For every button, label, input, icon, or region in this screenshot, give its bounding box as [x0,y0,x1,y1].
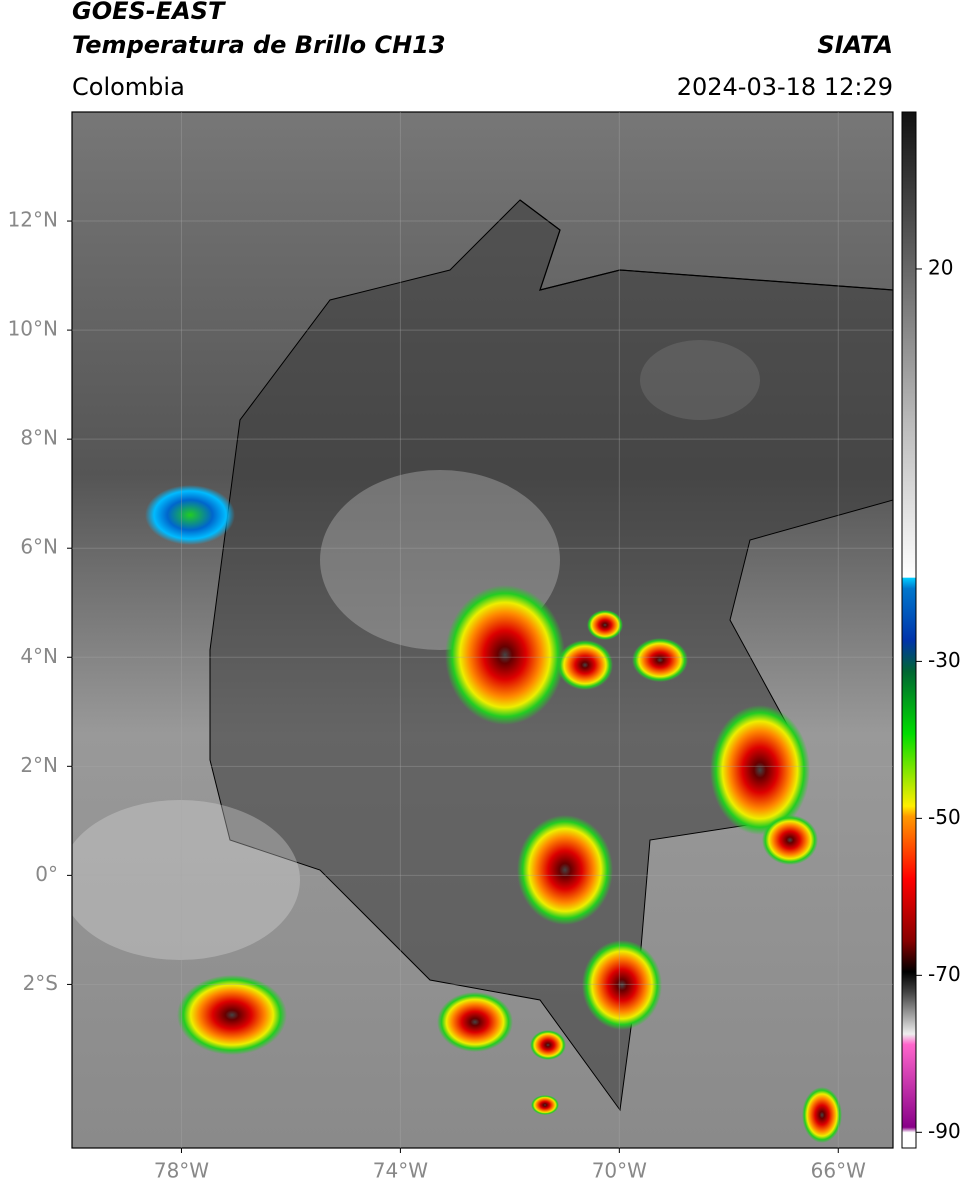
convection [145,485,842,1143]
region: Colombia [72,73,185,101]
y-tick-label: 0° [35,862,58,886]
colorbar-tick-label: 20 [928,255,953,279]
y-tick-label: 6°N [20,535,58,559]
cloud [640,340,760,420]
y-tick-label: 8°N [20,426,58,450]
x-tick-label: 78°W [154,1159,209,1183]
cloud [72,800,300,960]
imagery [72,112,893,1148]
cloud-cell [445,585,565,725]
cloud-cell [557,640,613,690]
cloud-cell [530,1030,566,1060]
y-tick-label: 2°N [20,753,58,777]
source: SIATA [817,31,893,59]
y-tick-label: 10°N [8,317,58,341]
cloud-cell [582,940,662,1030]
colorbar-tick-label: -90 [928,1119,961,1143]
timestamp: 2024-03-18 12:29 [677,73,893,101]
x-tick-label: 70°W [592,1159,647,1183]
cloud-cell [710,705,810,835]
cloud-cell [762,815,818,865]
colorbar [901,111,917,1149]
colorbar-tick-label: -50 [928,805,961,829]
x-tick-label: 74°W [373,1159,428,1183]
map-frame [71,111,894,1149]
x-tick-label: 66°W [811,1159,866,1183]
coastline [519,199,893,291]
cloud-cell [437,992,513,1052]
y-tick-label: 4°N [20,644,58,668]
colorbar-tick-label: -30 [928,648,961,672]
subtitle: Temperatura de Brillo CH13 [72,31,446,59]
colorbar-tick-label: -70 [928,962,961,986]
cloud-cell [177,975,287,1055]
cloud-cell [145,485,235,545]
cloud-cell [517,815,613,925]
title: GOES-EAST [72,0,226,25]
cloud-cell [802,1087,842,1143]
cloud-cell [587,610,623,640]
y-tick-label: 2°S [23,971,58,995]
y-tick-label: 12°N [8,208,58,232]
cloud-cell [531,1095,559,1115]
cloud-cell [632,638,688,682]
